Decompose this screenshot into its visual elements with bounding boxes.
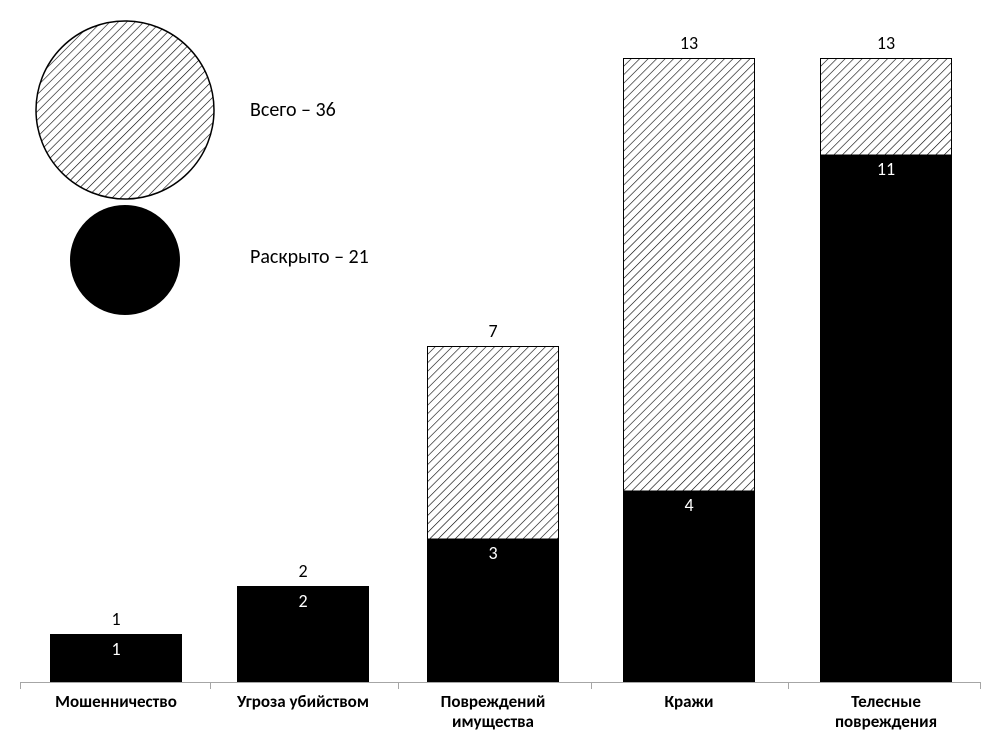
bar-solved-value: 4 — [623, 494, 755, 516]
bar-total-value: 13 — [820, 32, 952, 54]
legend-solved-icon — [70, 205, 180, 320]
bar-solved — [820, 154, 952, 682]
bar-solved-value: 2 — [237, 590, 369, 612]
bar-total-value: 1 — [50, 608, 182, 630]
category-label: Поврежденийимущества — [397, 692, 589, 731]
bar-group: 22 — [237, 681, 369, 682]
category-label: Телесныеповреждения — [790, 692, 982, 731]
crime-stats-chart: 11Мошенничество22Угроза убийством73Повре… — [0, 0, 1000, 750]
bar-total-value: 2 — [237, 560, 369, 582]
bar-solved-value: 3 — [427, 542, 559, 564]
bar-group: 134 — [623, 681, 755, 682]
legend-solved-label: Раскрыто – 21 — [250, 245, 369, 269]
bar-solved-value: 1 — [50, 638, 182, 660]
category-label: Угроза убийством — [207, 692, 399, 712]
category-label: Кражи — [593, 692, 785, 712]
bar-group: 1311 — [820, 681, 952, 682]
axis-tick — [980, 682, 981, 689]
bar-solved-value: 11 — [820, 158, 952, 180]
axis-tick — [398, 682, 399, 689]
x-axis — [20, 682, 980, 683]
axis-tick — [20, 682, 21, 689]
legend-total-icon — [35, 20, 215, 205]
legend-total-label: Всего – 36 — [250, 98, 336, 122]
axis-tick — [788, 682, 789, 689]
bar-total-value: 7 — [427, 320, 559, 342]
axis-tick — [210, 682, 211, 689]
axis-tick — [591, 682, 592, 689]
bar-total-value: 13 — [623, 32, 755, 54]
bar-group: 73 — [427, 681, 559, 682]
bar-group: 11 — [50, 681, 182, 682]
bar-solved — [623, 490, 755, 682]
category-label: Мошенничество — [20, 692, 212, 712]
